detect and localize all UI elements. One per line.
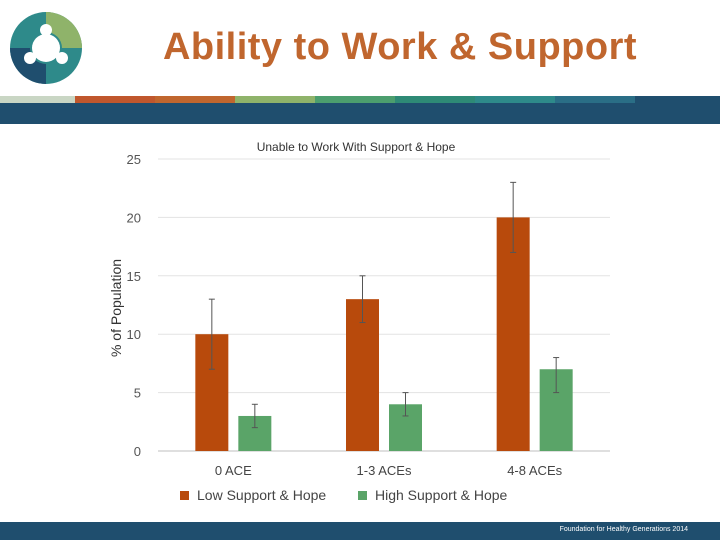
slide-title: Ability to Work & Support [162,26,638,68]
legend-label: High Support & Hope [375,487,508,503]
bar-chart: Unable to Work With Support & Hope % of … [108,140,610,503]
y-tick-label: 15 [127,269,141,284]
band-segment [155,96,235,103]
y-tick-label: 25 [127,152,141,167]
bar-1-3-aces-series-1 [346,299,379,451]
y-axis-label: % of Population [108,259,124,357]
foundation-logo-icon [10,12,82,84]
header-band [0,96,720,124]
legend-swatch [180,491,189,500]
band-segment [315,96,395,103]
bar-4-8-aces-series-1 [496,217,530,451]
y-tick-label: 20 [127,210,141,225]
legend-swatch [358,491,367,500]
chart-title: Unable to Work With Support & Hope [257,140,456,154]
legend-label: Low Support & Hope [197,487,326,503]
x-category-label: 4-8 ACEs [507,463,562,478]
band-segment [75,96,155,103]
band-segment [235,96,315,103]
band-segment [475,96,555,103]
y-tick-label: 5 [134,386,141,401]
band-segment [555,96,635,103]
x-category-label: 0 ACE [215,463,252,478]
band-segment [635,96,720,103]
band-segment [395,96,475,103]
x-category-label: 1-3 ACEs [357,463,412,478]
band-segment [0,96,75,103]
y-tick-label: 10 [127,327,141,342]
band-bar [0,103,720,124]
footer-text: Foundation for Healthy Generations 2014 [559,526,688,533]
footer-bar: Foundation for Healthy Generations 2014 [0,522,720,540]
y-tick-label: 0 [134,444,141,459]
